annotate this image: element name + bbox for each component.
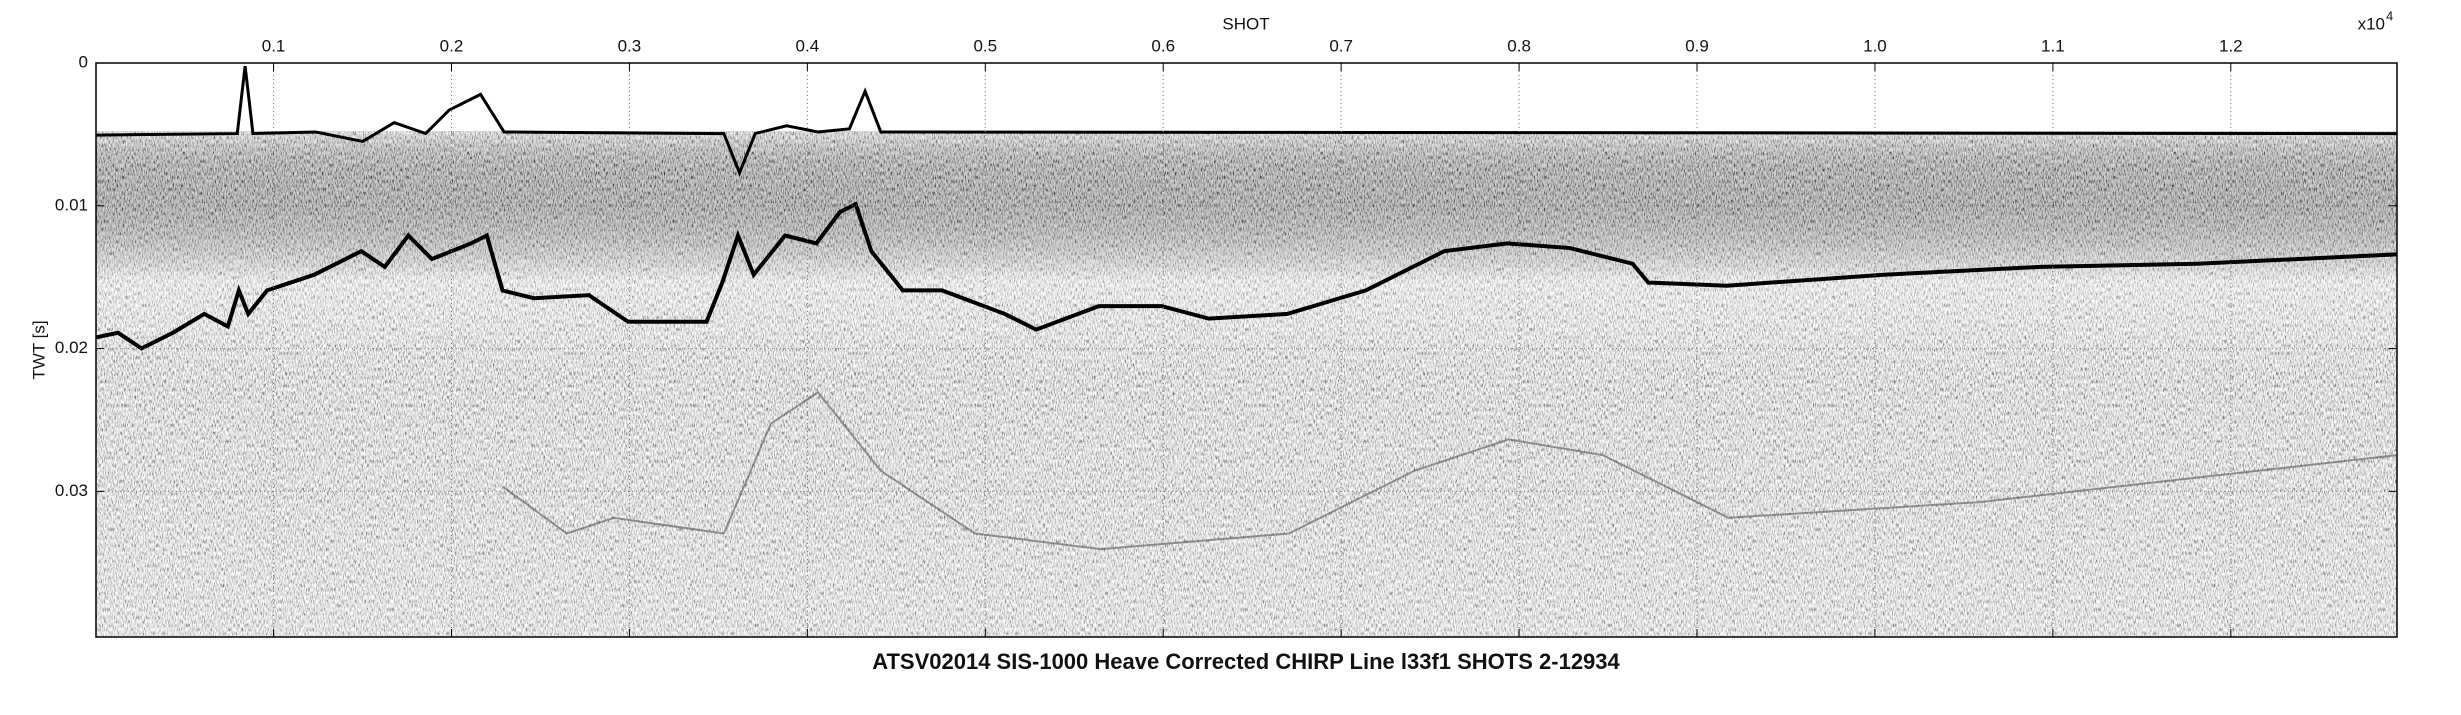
- x-tick-label: 0.1: [262, 36, 286, 55]
- x-tick-label: 1.0: [1863, 36, 1887, 55]
- chart-title: ATSV02014 SIS-1000 Heave Corrected CHIRP…: [872, 649, 1620, 674]
- y-tick-label: 0.03: [55, 481, 88, 500]
- x-tick-label: 1.2: [2219, 36, 2243, 55]
- x-multiplier: x10: [2358, 14, 2385, 33]
- shading: [96, 63, 2397, 637]
- seafloor-reflector: [96, 204, 2397, 348]
- x-tick-label: 0.7: [1329, 36, 1353, 55]
- water-column: [96, 63, 2397, 131]
- seismic-section: [96, 63, 2397, 637]
- x-tick-label: 0.4: [796, 36, 820, 55]
- x-tick-label: 0.8: [1507, 36, 1531, 55]
- plot-frame: [95, 62, 2398, 638]
- x-multiplier-exponent: 4: [2386, 8, 2393, 23]
- x-tick-label: 0.3: [618, 36, 642, 55]
- sub-bottom-reflector: [503, 392, 2397, 549]
- x-tick-label: 0.6: [1151, 36, 1175, 55]
- x-tick-label: 0.5: [973, 36, 997, 55]
- y-tick-label: 0: [79, 52, 88, 71]
- reflectors: [96, 66, 2397, 549]
- x-axis-label: SHOT: [1222, 14, 1269, 33]
- y-axis-label: TWT [s]: [29, 320, 48, 379]
- x-tick-label: 0.9: [1685, 36, 1709, 55]
- x-tick-label: 1.1: [2041, 36, 2065, 55]
- axes: 0.1 0.2 0.3 0.4 0.5 0.6 0.7 0.8 0.9 1.0 1.1 1.2 0 0.0…: [55, 36, 2397, 637]
- seabed-multiple: [96, 66, 2397, 173]
- y-tick-label: 0.01: [55, 195, 88, 214]
- y-tick-label: 0.02: [55, 338, 88, 357]
- x-tick-label: 0.2: [440, 36, 464, 55]
